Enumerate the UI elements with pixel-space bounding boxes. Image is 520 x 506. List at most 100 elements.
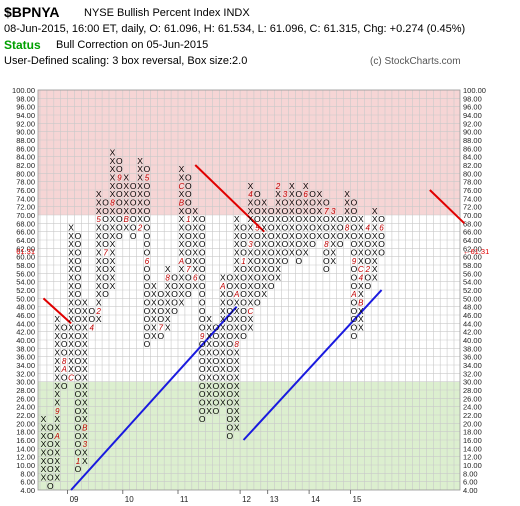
- pf-o-mark: O: [75, 381, 82, 391]
- pf-o-mark: O: [88, 306, 95, 316]
- y-tick-label-right: 46.00: [463, 311, 482, 320]
- pf-month-mark: 1: [241, 257, 245, 266]
- pf-x-mark: X: [179, 231, 185, 241]
- pf-o-mark: O: [309, 231, 316, 241]
- pf-x-mark: X: [344, 206, 350, 216]
- pf-x-mark: X: [289, 214, 295, 224]
- pf-o-mark: O: [364, 281, 371, 291]
- pf-x-mark: X: [82, 347, 88, 357]
- pf-o-mark: O: [199, 347, 206, 357]
- pf-o-mark: O: [144, 181, 151, 191]
- pf-x-mark: X: [54, 381, 60, 391]
- pf-x-mark: X: [192, 231, 198, 241]
- pf-o-mark: O: [75, 372, 82, 382]
- pf-x-mark: X: [317, 197, 323, 207]
- pf-o-mark: O: [144, 331, 151, 341]
- pf-o-mark: O: [213, 364, 220, 374]
- pf-o-mark: O: [282, 231, 289, 241]
- pf-x-mark: X: [220, 397, 226, 407]
- pf-o-mark: O: [226, 422, 233, 432]
- pf-o-mark: O: [240, 272, 247, 282]
- pf-o-mark: O: [364, 231, 371, 241]
- pf-o-mark: O: [75, 447, 82, 457]
- pf-o-mark: O: [323, 264, 330, 274]
- pf-o-mark: O: [226, 306, 233, 316]
- y-tick-label-left: 48.00: [16, 303, 35, 312]
- pf-o-mark: O: [213, 406, 220, 416]
- pf-x-mark: X: [289, 189, 295, 199]
- pf-o-mark: O: [226, 297, 233, 307]
- pf-x-mark: X: [110, 222, 116, 232]
- pf-o-mark: O: [185, 231, 192, 241]
- pf-x-mark: X: [261, 239, 267, 249]
- pf-o-mark: O: [185, 172, 192, 182]
- pf-x-mark: X: [82, 406, 88, 416]
- y-tick-label-right: 30.00: [463, 378, 482, 387]
- pf-o-mark: O: [323, 214, 330, 224]
- y-tick-label-left: 8.00: [20, 469, 35, 478]
- pf-x-mark: X: [54, 414, 60, 424]
- y-tick-label-left: 12.00: [16, 453, 35, 462]
- pf-o-mark: O: [351, 222, 358, 232]
- pf-o-mark: O: [75, 289, 82, 299]
- pf-x-mark: X: [372, 214, 378, 224]
- pf-month-mark: 3: [283, 190, 288, 199]
- pf-o-mark: O: [171, 272, 178, 282]
- y-tick-label-left: 78.00: [16, 178, 35, 187]
- x-tick-label: 11: [180, 495, 189, 504]
- chart-grid: [37, 89, 461, 491]
- pf-x-mark: X: [54, 439, 60, 449]
- pf-month-mark: A: [233, 290, 239, 299]
- pf-month-mark: 1: [186, 215, 190, 224]
- pf-x-mark: X: [68, 247, 74, 257]
- y-tick-label-left: 52.00: [16, 286, 35, 295]
- pf-month-mark: 6: [379, 223, 384, 232]
- y-tick-label-right: 12.00: [463, 453, 482, 462]
- pf-o-mark: O: [102, 239, 109, 249]
- pf-o-mark: O: [268, 239, 275, 249]
- pf-o-mark: O: [254, 197, 261, 207]
- pf-o-mark: O: [144, 197, 151, 207]
- pf-o-mark: O: [240, 239, 247, 249]
- y-tick-label-right: 68.00: [463, 219, 482, 228]
- pf-x-mark: X: [110, 156, 116, 166]
- pf-o-mark: O: [199, 339, 206, 349]
- pf-x-mark: X: [206, 381, 212, 391]
- pf-o-mark: O: [226, 339, 233, 349]
- pf-x-mark: X: [82, 306, 88, 316]
- y-tick-label-left: 88.00: [16, 136, 35, 145]
- pf-month-mark: 8: [324, 240, 329, 249]
- pf-x-mark: X: [275, 256, 281, 266]
- pf-x-mark: X: [275, 272, 281, 282]
- y-tick-label-right: 88.00: [463, 136, 482, 145]
- pf-x-mark: X: [275, 214, 281, 224]
- pf-x-mark: X: [68, 356, 74, 366]
- pf-o-mark: O: [144, 231, 151, 241]
- pf-x-mark: X: [192, 247, 198, 257]
- pf-x-mark: X: [289, 206, 295, 216]
- pf-x-mark: X: [82, 322, 88, 332]
- pf-x-mark: X: [234, 214, 240, 224]
- pf-o-mark: O: [309, 222, 316, 232]
- pf-o-mark: O: [240, 314, 247, 324]
- pf-o-mark: O: [199, 231, 206, 241]
- pf-o-mark: O: [364, 272, 371, 282]
- pf-x-mark: X: [68, 322, 74, 332]
- y-tick-label-left: 56.00: [16, 269, 35, 278]
- pf-x-mark: X: [179, 164, 185, 174]
- pf-o-mark: O: [268, 214, 275, 224]
- pf-x-mark: X: [234, 397, 240, 407]
- pf-x-mark: X: [220, 331, 226, 341]
- pf-o-mark: O: [75, 389, 82, 399]
- y-tick-label-left: 6.00: [20, 478, 35, 487]
- pf-x-mark: X: [96, 264, 102, 274]
- pf-x-mark: X: [96, 206, 102, 216]
- y-tick-label-right: 40.00: [463, 336, 482, 345]
- y-tick-label-left: 58.00: [16, 261, 35, 270]
- pf-x-mark: X: [261, 197, 267, 207]
- pf-o-mark: O: [199, 364, 206, 374]
- pf-o-mark: O: [254, 297, 261, 307]
- pf-x-mark: X: [68, 314, 74, 324]
- pf-x-mark: X: [330, 247, 336, 257]
- pf-o-mark: O: [226, 406, 233, 416]
